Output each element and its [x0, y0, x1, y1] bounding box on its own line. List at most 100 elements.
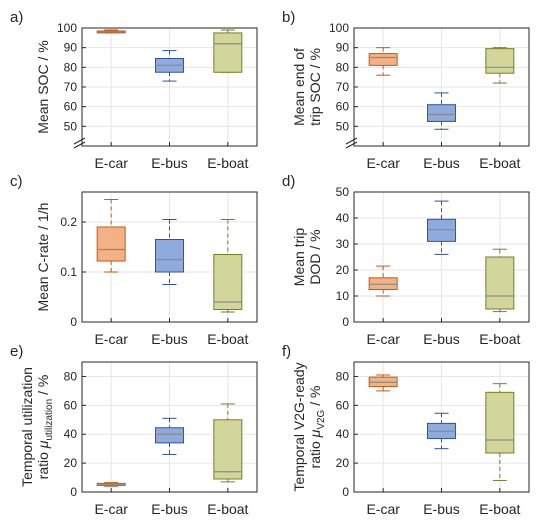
y-tick-label: 80: [64, 369, 78, 383]
y-axis-label: Temporal utilization: [19, 367, 35, 487]
axis-break-mark: [345, 141, 358, 149]
y-tick-label: 100: [329, 21, 349, 35]
y-tick-label: 80: [336, 60, 350, 74]
box-e-bus: [155, 219, 184, 285]
y-tick-label: 30: [336, 237, 350, 251]
iqr-box: [485, 48, 515, 74]
y-axis-label: Mean SOC / %: [35, 40, 51, 133]
y-axis-label: Temporal V2G-ready: [291, 362, 307, 491]
panel-letter: d): [282, 173, 295, 190]
y-axis-label: Mean end of: [291, 48, 307, 126]
y-tick-label: 0: [342, 485, 349, 499]
y-tick-label: 60: [64, 100, 78, 114]
box-e-boat: [485, 47, 515, 84]
panel-letter: b): [282, 9, 295, 26]
box-e-car: [96, 482, 126, 487]
box-e-bus: [427, 412, 456, 450]
category-label: E-boat: [207, 155, 248, 171]
y-tick-label: 60: [336, 100, 350, 114]
iqr-box: [368, 53, 398, 66]
category-label: E-bus: [151, 501, 188, 517]
box-e-bus: [427, 200, 456, 255]
axis-break-mark: [73, 141, 86, 149]
y-tick-label: 0.2: [60, 215, 77, 229]
panel-letter: e): [10, 343, 23, 360]
axis-break-mark: [73, 137, 86, 145]
box-e-boat: [213, 29, 243, 73]
y-tick-label: 0.1: [60, 265, 77, 279]
y-tick-label: 50: [336, 119, 350, 133]
y-axis-label: ratio μutilization / %: [35, 375, 55, 480]
y-tick-label: 40: [64, 427, 78, 441]
y-tick-label: 10: [336, 289, 350, 303]
category-label: E-boat: [207, 331, 248, 347]
y-tick-label: 70: [64, 80, 78, 94]
y-tick-label: 20: [336, 263, 350, 277]
y-axis-label: DOD / %: [307, 229, 323, 284]
panel-f: 0 20 40 60 80 E-car E-bus E-boat f)Temporal V2G-…: [282, 343, 530, 517]
category-label: E-bus: [423, 331, 460, 347]
iqr-box: [213, 32, 243, 73]
panel-letter: c): [10, 173, 23, 190]
box-e-car: [96, 29, 126, 34]
y-tick-label: 50: [64, 119, 78, 133]
category-label: E-boat: [207, 501, 248, 517]
y-tick-label: 40: [336, 427, 350, 441]
y-axis-label: trip SOC / %: [307, 48, 323, 126]
y-tick-label: 90: [64, 41, 78, 55]
box-e-car: [96, 199, 126, 273]
panel-c: 0 0.1 0.2 E-car E-bus E-boat c) Mean C-rate / 1…: [10, 173, 258, 347]
iqr-box: [155, 239, 184, 273]
box-e-boat: [213, 403, 243, 483]
y-tick-label: 0: [70, 315, 77, 329]
panel-letter: f): [282, 343, 291, 360]
iqr-box: [485, 256, 515, 310]
iqr-box: [155, 427, 184, 444]
iqr-box: [96, 226, 126, 262]
box-e-boat: [213, 219, 243, 313]
y-tick-label: 90: [336, 41, 350, 55]
iqr-box: [427, 104, 456, 122]
y-tick-label: 60: [64, 398, 78, 412]
category-label: E-car: [94, 331, 128, 347]
category-label: E-car: [366, 155, 400, 171]
category-label: E-car: [94, 501, 128, 517]
category-label: E-car: [366, 331, 400, 347]
y-tick-label: 100: [57, 21, 77, 35]
y-tick-label: 20: [336, 456, 350, 470]
category-label: E-car: [366, 501, 400, 517]
box-e-car: [368, 47, 398, 76]
axis-break-mark: [345, 137, 358, 145]
category-label: E-boat: [479, 501, 520, 517]
panel-a: 50 60 70 80 90 100 E-car E-bus E-boat a) Mean SOC …: [10, 9, 258, 171]
y-tick-label: 20: [64, 456, 78, 470]
y-tick-label: 70: [336, 80, 350, 94]
y-tick-label: 60: [336, 398, 350, 412]
panel-b: 50 60 70 80 90 100 E-car E-bus E-boat b) Mean end …: [282, 9, 530, 171]
y-axis-label: Mean C-rate / 1/h: [35, 203, 51, 312]
y-tick-label: 40: [336, 211, 350, 225]
y-tick-label: 0: [70, 485, 77, 499]
y-tick-label: 50: [336, 185, 350, 199]
category-label: E-boat: [479, 331, 520, 347]
box-e-bus: [155, 50, 184, 82]
box-e-bus: [155, 417, 184, 455]
box-e-car: [368, 265, 398, 297]
category-label: E-bus: [151, 155, 188, 171]
category-label: E-bus: [423, 155, 460, 171]
y-tick-label: 80: [64, 60, 78, 74]
y-tick-label: 80: [336, 369, 350, 383]
iqr-box: [485, 391, 515, 454]
category-label: E-car: [94, 155, 128, 171]
panel-e: 0 20 40 60 80 E-car E-bus E-boat e) Temporal util…: [10, 343, 258, 517]
iqr-box: [427, 218, 456, 242]
panel-letter: a): [10, 9, 23, 26]
y-axis-label: ratio μV2G / %: [307, 386, 327, 469]
box-e-boat: [485, 383, 515, 481]
box-e-boat: [485, 248, 515, 313]
category-label: E-bus: [423, 501, 460, 517]
iqr-box: [213, 419, 243, 480]
panel-d: 0 10 20 30 40 50 E-car E-bus E-boat d) Mean trip DO…: [282, 173, 530, 347]
y-tick-label: 0: [342, 315, 349, 329]
